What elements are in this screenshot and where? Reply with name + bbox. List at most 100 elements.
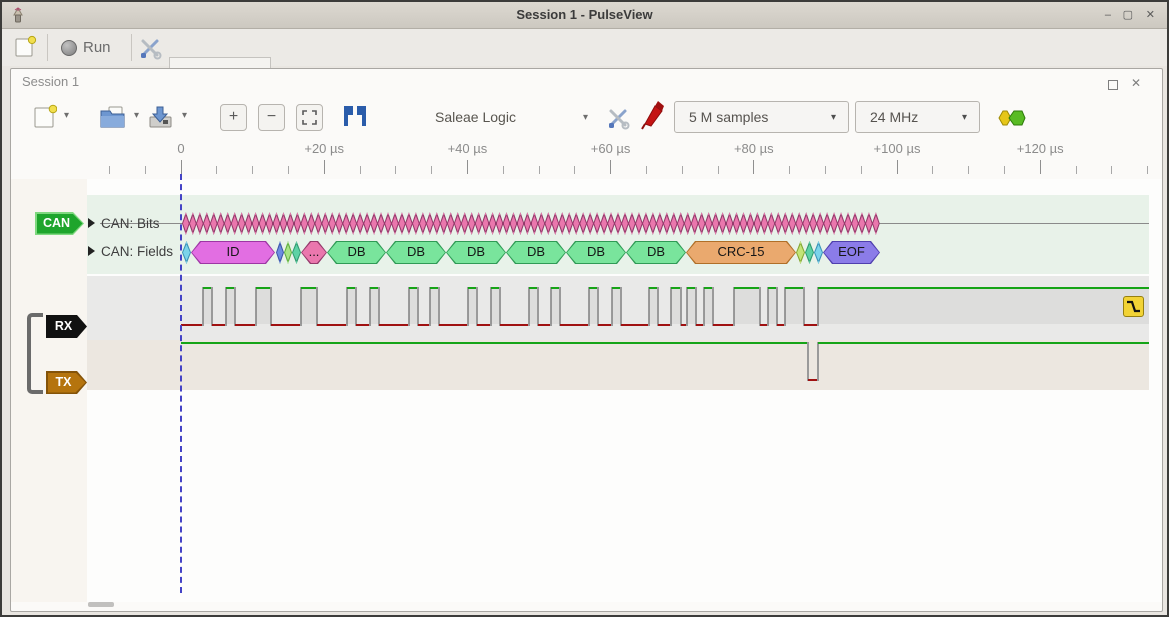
can-bit-annotation-fill <box>601 213 607 234</box>
horizontal-scrollbar[interactable] <box>88 602 114 607</box>
can-field-annotation-fill <box>277 242 283 263</box>
run-button[interactable]: Run <box>57 29 127 66</box>
zoom-out-button[interactable]: − <box>258 104 285 131</box>
can-field-annotation-fill <box>293 242 300 263</box>
ruler-major-tick <box>180 160 182 174</box>
channel-tag-rx[interactable]: RX <box>46 315 87 338</box>
run-led-icon <box>61 40 77 56</box>
zoom-fit-button[interactable] <box>296 104 323 131</box>
probe-icon <box>641 101 664 130</box>
rx-level <box>621 324 649 326</box>
ruler-tick-label: +80 µs <box>733 141 774 156</box>
rx-pulse-fill <box>768 289 777 324</box>
minimize-icon[interactable]: – <box>1104 9 1111 21</box>
can-bit-annotation <box>363 212 371 235</box>
rx-level <box>649 287 658 289</box>
new-file-button[interactable] <box>32 104 58 135</box>
expander-arrow-icon[interactable] <box>88 218 95 228</box>
can-bit-annotation <box>426 212 434 235</box>
can-bit-annotation <box>677 212 685 235</box>
can-bit-annotation <box>691 212 699 235</box>
trigger-marker-badge[interactable] <box>1123 296 1144 317</box>
new-session-button[interactable] <box>13 35 37 64</box>
rx-edge <box>537 287 539 326</box>
ruler-major-tick <box>610 160 612 174</box>
open-file-button[interactable] <box>99 104 126 135</box>
maximize-icon[interactable]: ▢ <box>1122 9 1133 21</box>
can-bit-annotation-fill <box>232 213 238 234</box>
can-bit-annotation-fill <box>518 213 524 234</box>
title-bar[interactable]: Session 1 - PulseView – ▢ ✕ <box>2 2 1167 29</box>
can-bit-annotation <box>307 212 315 235</box>
rx-level <box>804 324 818 326</box>
close-icon[interactable]: ✕ <box>1145 9 1155 21</box>
can-bit-annotation-fill <box>538 213 544 234</box>
rx-edge <box>429 287 431 326</box>
can-bit-annotation <box>189 212 197 235</box>
can-bit-annotation <box>684 212 692 235</box>
rx-edge <box>767 287 769 326</box>
configure-device-button[interactable] <box>605 104 631 135</box>
can-bit-annotation-fill <box>301 213 307 234</box>
can-bit-annotation <box>447 212 455 235</box>
can-bit-annotation <box>196 212 204 235</box>
can-bit-annotation <box>663 212 671 235</box>
rx-edge <box>355 287 357 326</box>
settings-button[interactable] <box>138 35 163 65</box>
device-selector[interactable]: Saleae Logic <box>435 109 516 125</box>
can-bit-annotation <box>767 212 775 235</box>
ruler-minor-tick <box>717 166 719 174</box>
show-cursors-button[interactable] <box>340 103 370 134</box>
rx-level <box>226 287 235 289</box>
rx-pulse-fill <box>370 289 379 324</box>
can-bit-annotation <box>412 212 420 235</box>
can-bit-annotation-fill <box>211 213 217 234</box>
can-bit-annotation <box>844 212 852 235</box>
can-bit-annotation <box>858 212 866 235</box>
rx-level <box>671 287 681 289</box>
can-bit-annotation <box>482 212 490 235</box>
rx-pulse-fill <box>687 289 696 324</box>
rx-level <box>468 287 477 289</box>
can-field-annotation: ... <box>301 241 327 264</box>
add-decoder-button[interactable] <box>998 109 1026 132</box>
new-file-dropdown-icon[interactable]: ▾ <box>64 110 70 121</box>
rx-edge <box>611 287 613 326</box>
can-bit-annotation-fill <box>476 213 482 234</box>
dock-close-icon[interactable]: ✕ <box>1130 76 1141 90</box>
tx-level <box>808 379 818 381</box>
can-bit-annotation <box>349 212 357 235</box>
can-bit-annotation-fill <box>392 213 398 234</box>
can-bit-annotation-fill <box>552 213 558 234</box>
can-bit-annotation-fill <box>782 213 788 234</box>
ruler-minor-tick <box>216 166 218 174</box>
can-bit-annotation <box>670 212 678 235</box>
sample-count-select[interactable]: 5 M samples ▾ <box>674 101 849 133</box>
open-file-dropdown-icon[interactable]: ▾ <box>134 110 140 121</box>
save-dropdown-icon[interactable]: ▾ <box>182 110 188 121</box>
can-field-annotation-label: DB <box>586 244 606 259</box>
channels-button[interactable] <box>641 100 667 135</box>
channel-tag-tx[interactable]: TX <box>46 371 87 394</box>
rx-pulse-fill <box>818 289 1149 324</box>
can-bit-annotation <box>572 212 580 235</box>
save-button[interactable] <box>147 104 174 135</box>
decoder-tag-can[interactable]: CAN <box>35 212 84 235</box>
rx-pulse-fill <box>734 289 760 324</box>
zoom-in-button[interactable]: + <box>220 104 247 131</box>
ruler-tick-label: +20 µs <box>304 141 345 156</box>
rx-pulse-fill <box>612 289 621 324</box>
can-field-annotation-fill <box>183 242 190 263</box>
dock-float-icon[interactable] <box>1108 80 1118 90</box>
time-zero-marker[interactable] <box>180 174 182 593</box>
main-toolbar: Run Session 1 ✕ <box>2 29 1167 91</box>
sample-rate-select[interactable]: 24 MHz ▾ <box>855 101 980 133</box>
rx-level <box>560 324 589 326</box>
device-dropdown-icon[interactable]: ▾ <box>583 112 589 123</box>
can-bit-annotation <box>433 212 441 235</box>
expander-arrow-icon[interactable] <box>88 246 95 256</box>
channel-group-bracket[interactable] <box>27 313 43 394</box>
can-bit-annotation <box>719 212 727 235</box>
can-field-annotation-fill <box>824 242 879 263</box>
can-bit-annotation-fill <box>727 213 733 234</box>
